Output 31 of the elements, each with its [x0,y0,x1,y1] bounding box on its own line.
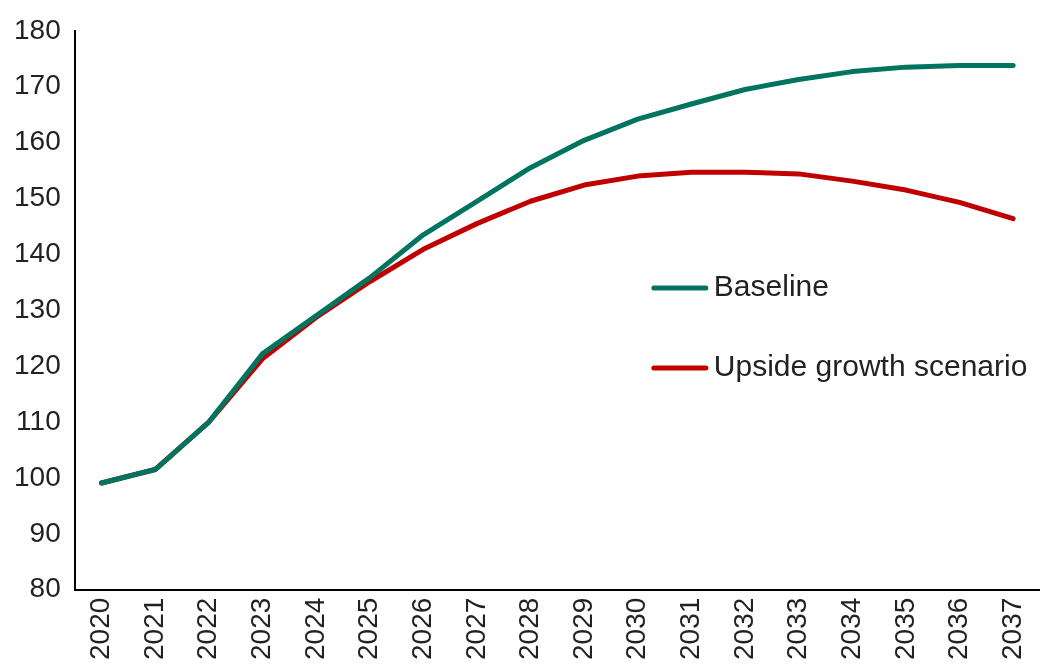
x-tick-label: 2025 [352,597,384,661]
x-tick-label: 2028 [513,597,545,661]
y-tick-label: 90 [29,516,61,548]
y-tick-label: 130 [14,292,61,324]
x-tick-label: 2031 [674,597,706,661]
x-tick-label: 2034 [834,597,866,661]
x-tick-label: 2022 [191,597,223,661]
y-tick-label: 100 [14,460,61,492]
y-tick-label: 170 [14,69,61,101]
x-tick-label: 2036 [942,597,974,661]
x-tick-label: 2033 [781,597,813,661]
x-tick-label: 2032 [727,597,759,661]
x-tick-label: 2023 [245,597,277,661]
x-tick-label: 2029 [566,597,598,661]
x-tick-label: 2027 [459,597,491,661]
x-tick-label: 2037 [995,597,1027,661]
x-tick-label: 2030 [620,597,652,661]
y-tick-label: 110 [16,404,61,436]
y-tick-label: 160 [14,125,61,157]
x-tick-label: 2020 [84,597,116,661]
x-tick-label: 2021 [137,597,169,661]
x-tick-label: 2026 [405,597,437,661]
y-tick-label: 150 [14,181,61,213]
legend-label: Upside growth scenario [713,349,1028,383]
y-tick-label: 180 [14,13,61,45]
x-tick-label: 2024 [298,597,330,661]
y-tick-label: 140 [14,237,61,269]
x-tick-label: 2035 [888,597,920,661]
legend-label: Baseline [713,269,829,303]
y-tick-label: 120 [14,348,61,380]
y-tick-label: 80 [29,572,61,604]
